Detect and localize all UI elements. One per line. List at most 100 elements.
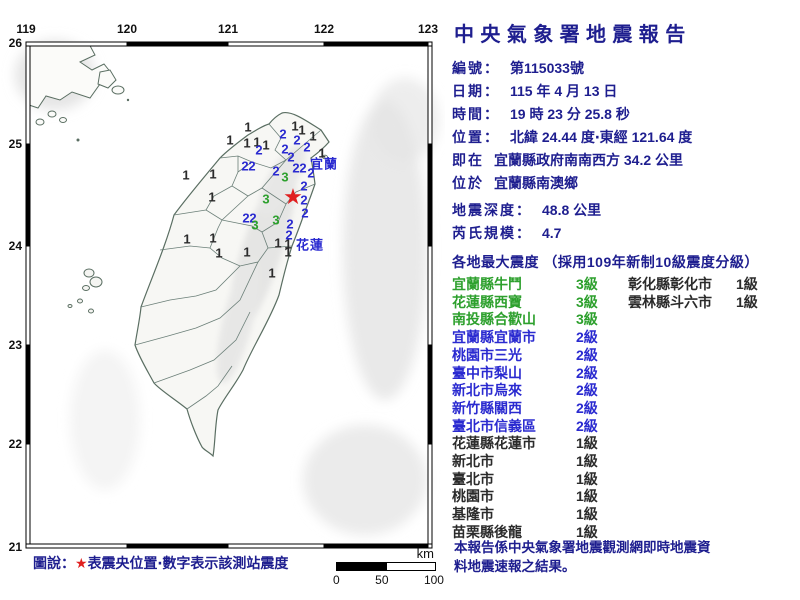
station-intensity-marker: 1 (226, 132, 234, 148)
station-intensity-marker: 1 (309, 128, 317, 144)
intensity-row: 花蓮縣花蓮市 1級 (452, 436, 598, 450)
station-name: 花蓮縣西寶 (452, 293, 522, 310)
scale-unit-label: km (416, 546, 434, 561)
intensity-row: 南投縣合歡山 3級 (452, 312, 598, 326)
report-footer-note: 本報告係中央氣象署地震觀測網即時地震資料地震速報之結果。 (454, 540, 711, 574)
station-name: 新北市 (452, 453, 494, 469)
station-name: 彰化縣彰化市 (628, 276, 712, 292)
station-intensity-marker: 2 (255, 142, 263, 158)
station-intensity-marker: 1 (209, 166, 217, 182)
station-name: 臺北市 (452, 470, 494, 487)
station-intensity-marker: 3 (272, 212, 280, 228)
report-line-value: 48.8 公里 (542, 202, 602, 218)
station-intensity-level: 1級 (736, 293, 758, 310)
station-intensity-marker: 1 (268, 265, 276, 281)
intensity-row: 桃園市三光 2級 (452, 348, 598, 362)
station-name: 南投縣合歡山 (452, 311, 536, 328)
station-intensity-marker: 3 (251, 217, 259, 233)
station-intensity-marker: 1 (208, 189, 216, 205)
report-line-label: 地震深度： (452, 202, 532, 218)
station-intensity-marker: 2 (299, 160, 307, 176)
latitude-tick-label: 25 (8, 137, 22, 151)
intensity-table: 宜蘭縣牛鬥 3級 花蓮縣西寶 3級 南投縣合歡山 3級 宜蘭縣宜蘭市 2級 桃園市三光 2級 臺中市… (452, 277, 796, 545)
city-label: 宜蘭 (310, 156, 339, 172)
station-intensity-marker: 1 (209, 230, 217, 246)
station-intensity-marker: 2 (301, 205, 309, 221)
report-line-value: 宜蘭縣政府南南西方 34.2 公里 (494, 152, 684, 168)
station-intensity-marker: 2 (248, 158, 256, 174)
station-intensity-marker: 1 (215, 245, 223, 261)
station-intensity-marker: 1 (244, 119, 252, 135)
station-name: 雲林縣斗六市 (628, 293, 712, 310)
report-line-value: 4.7 (542, 225, 562, 241)
legend-prefix: 圖說： (33, 555, 75, 571)
longitude-tick-label: 121 (217, 22, 239, 36)
station-intensity-marker: 2 (307, 165, 315, 181)
station-intensity-level: 1級 (576, 470, 598, 487)
map-canvas (15, 40, 439, 549)
station-name: 苗栗縣後龍 (452, 523, 522, 540)
epicenter-star-icon: ★ (283, 184, 303, 210)
report-line: 位置： 北緯 24.44 度‧東經 121.64 度 (452, 126, 796, 149)
intensity-row: 宜蘭縣宜蘭市 2級 (452, 330, 598, 344)
station-name: 基隆市 (452, 506, 494, 523)
intensity-row: 臺中市梨山 2級 (452, 366, 598, 380)
report-line-value: 115 年 4 月 13 日 (510, 83, 618, 99)
scale-tick-50: 50 (375, 573, 389, 587)
station-intensity-marker: 1 (298, 122, 306, 138)
station-name: 新竹縣關西 (452, 399, 522, 416)
longitude-tick-label: 122 (313, 22, 335, 36)
map-frame (25, 41, 433, 549)
report-line-value: 北緯 24.44 度‧東經 121.64 度 (510, 129, 693, 145)
report-line-label: 芮氏規模： (452, 225, 532, 241)
report-line: 時間： 19 時 23 分 25.8 秒 (452, 103, 796, 126)
report-line-label: 位於 (452, 175, 484, 191)
station-intensity-level: 2級 (576, 399, 598, 416)
station-intensity-marker: 1 (253, 134, 261, 150)
station-intensity-marker: 1 (243, 135, 251, 151)
intensity-row: 新竹縣關西 2級 (452, 401, 598, 415)
intensity-row: 彰化縣彰化市 1級 (628, 277, 758, 291)
station-intensity-marker: 3 (281, 169, 289, 185)
report-line-label: 時間： (452, 106, 500, 122)
station-intensity-marker: 2 (272, 163, 280, 179)
longitude-tick-label: 119 (16, 22, 36, 36)
station-intensity-marker: 2 (300, 192, 308, 208)
station-intensity-marker: 1 (243, 244, 251, 260)
report-info-lines: 編號： 第115033號日期： 115 年 4 月 13 日時間： 19 時 23 分… (452, 57, 796, 245)
report-line: 編號： 第115033號 (452, 57, 796, 80)
scale-tick-100: 100 (423, 573, 444, 587)
penghu-islands (67, 268, 103, 314)
station-name: 桃園市三光 (452, 346, 522, 363)
station-intensity-marker: 1 (318, 145, 326, 161)
station-intensity-marker: 2 (241, 158, 249, 174)
scale-bar-black-segment (337, 563, 386, 570)
report-line-value: 宜蘭縣南澳鄉 (494, 175, 578, 191)
report-line-label: 即在 (452, 152, 484, 168)
latitude-tick-label: 21 (8, 540, 22, 554)
station-intensity-level: 1級 (576, 523, 598, 540)
station-intensity-marker: 2 (287, 149, 295, 165)
report-panel: 中央氣象署地震報告 編號： 第115033號 日期： 115 年 4 月 13 日時間… (452, 0, 796, 600)
report-line: 地震深度： 48.8 公里 (452, 199, 796, 222)
report-line: 位於 宜蘭縣南澳鄉 (452, 172, 796, 195)
legend-star-icon: ★ (75, 555, 88, 571)
intensity-row: 新北市烏來 2級 (452, 383, 598, 397)
relief-shading (15, 40, 439, 535)
station-intensity-level: 1級 (576, 453, 598, 469)
station-name: 臺中市梨山 (452, 364, 522, 381)
station-intensity-level: 1級 (576, 506, 598, 523)
station-intensity-marker: 1 (284, 244, 292, 260)
station-intensity-level: 1級 (576, 488, 598, 505)
station-intensity-marker: 2 (281, 141, 289, 157)
report-line-label: 日期： (452, 83, 500, 99)
map-scale-bar: km 0 50 100 (333, 546, 444, 587)
city-label: 花蓮 (296, 237, 325, 253)
station-intensity-marker: 2 (292, 160, 300, 176)
station-name: 臺北市信義區 (452, 417, 536, 434)
station-intensity-marker: 2 (249, 210, 257, 226)
county-boundaries (134, 123, 322, 410)
report-line-value: 19 時 23 分 25.8 秒 (510, 106, 630, 122)
station-intensity-marker: 2 (303, 139, 311, 155)
